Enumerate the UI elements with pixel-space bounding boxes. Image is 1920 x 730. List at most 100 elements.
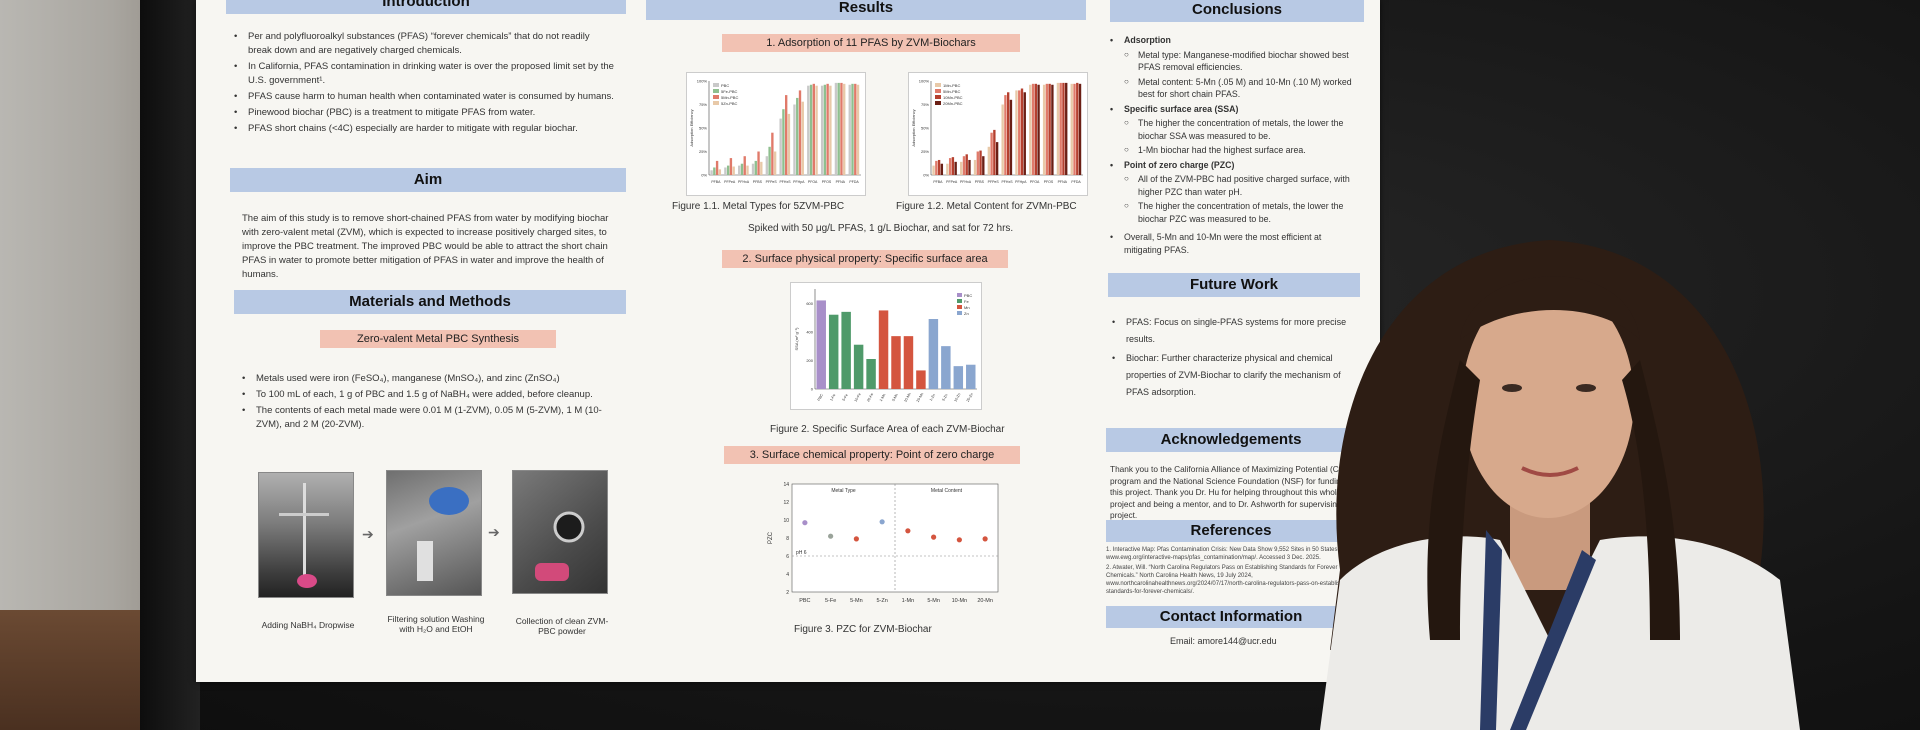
board-edge <box>140 0 200 730</box>
y-axis-label: PZC <box>768 531 774 544</box>
bar <box>973 159 977 175</box>
bar <box>1051 84 1054 175</box>
bar <box>729 158 733 175</box>
bar <box>798 90 802 175</box>
x-tick-label: 5-Mn <box>891 393 899 402</box>
bar <box>738 165 741 175</box>
y-tick-label: 0% <box>923 173 929 178</box>
arrow-right-icon: ➔ <box>488 524 500 540</box>
y-tick-label: 25% <box>699 149 707 154</box>
bar <box>840 82 843 175</box>
x-tick-label: PFDA <box>1071 180 1081 184</box>
legend-label: Fe <box>964 299 969 304</box>
wall <box>0 0 160 730</box>
photo-collection <box>512 470 608 594</box>
x-tick-label: 10-Fe <box>854 392 862 402</box>
chart-metal-content: 0% 25% 50% 75% 100% Adsorption Efficiency PFBA… <box>908 72 1088 196</box>
bar <box>809 84 813 175</box>
data-point <box>802 520 808 526</box>
data-point <box>905 528 911 534</box>
bar <box>987 146 991 175</box>
list-item: The contents of each metal made were 0.0… <box>242 404 622 432</box>
wall-baseboard <box>0 610 160 730</box>
legend-swatch <box>713 83 719 87</box>
x-tick-label: 20-Mn <box>977 598 993 604</box>
spike-conditions: Spiked with 50 μg/L PFAS, 1 g/L Biochar,… <box>748 223 1014 234</box>
x-tick-label: PFPeS <box>766 180 778 184</box>
bar <box>785 95 788 175</box>
bar <box>823 84 827 175</box>
reference-item: 1. Interactive Map: Pfas Contamination C… <box>1106 547 1340 561</box>
chart-metal-types: 0% 25% 50% 75% 100% Adsorption Efficiency PFBA… <box>686 72 866 196</box>
refs-header: References <box>1106 520 1356 542</box>
bar <box>928 319 939 389</box>
bar <box>903 336 914 389</box>
legend-label: 20Mn-PBC <box>943 101 963 106</box>
y-tick-label: 2 <box>786 590 789 596</box>
legend-label: 5Fe-PBC <box>721 89 738 94</box>
bar <box>740 163 744 175</box>
y-tick-label: 0% <box>701 173 707 178</box>
legend-swatch <box>957 293 962 297</box>
x-tick-label: PFHxS <box>1001 180 1013 184</box>
data-point <box>956 537 962 543</box>
bar <box>782 109 785 175</box>
figure-3-caption: Figure 3. PZC for ZVM-Biochar <box>794 624 932 635</box>
legend-label: Mn <box>964 305 970 310</box>
bar <box>828 314 839 389</box>
x-tick-label: 5-Mn <box>927 598 940 604</box>
results-sub1: 1. Adsorption of 11 PFAS by ZVM-Biochars <box>722 34 1020 52</box>
bar <box>935 160 938 175</box>
bar <box>948 158 952 175</box>
x-tick-label: 20-Zn <box>966 392 974 402</box>
y-tick-label: 100% <box>697 79 708 84</box>
arrow-right-icon: ➔ <box>362 526 374 542</box>
x-tick-label: PBC <box>799 598 810 604</box>
figure-1-2-caption: Figure 1.2. Metal Content for ZVMn-PBC <box>896 201 1077 212</box>
bar <box>726 165 730 175</box>
x-tick-label: PBC <box>817 393 824 402</box>
x-tick-label: PFBS <box>753 180 763 184</box>
chart-pzc: 2 4 6 8 10 12 14 PZC Metal Type Metal Content pH 6… <box>762 476 1004 614</box>
y-tick-label: 400 <box>806 329 813 334</box>
x-tick-label: PFHpA <box>1015 180 1027 184</box>
lab-stand-icon <box>279 483 329 588</box>
x-tick-label: 1-Mn <box>879 393 887 402</box>
results-header: Results <box>646 0 1086 20</box>
bar <box>1042 84 1046 175</box>
legend-swatch <box>957 311 962 315</box>
bar <box>1062 82 1065 175</box>
x-tick-label: 20-Mn <box>916 392 925 403</box>
bar <box>946 163 949 175</box>
legend-label: Zn <box>964 311 969 316</box>
x-tick-label: 20-Fe <box>866 392 874 402</box>
x-tick-label: 5-Mn <box>850 598 863 604</box>
bar <box>801 101 804 175</box>
legend-swatch <box>713 95 719 99</box>
y-axis-label: Adsorption Efficiency <box>911 109 916 146</box>
x-tick-label: PFBS <box>975 180 985 184</box>
x-tick-label: PFBA <box>933 180 943 184</box>
y-tick-label: 4 <box>786 572 789 578</box>
annotation: Metal Content <box>931 488 963 494</box>
legend-label: 5Zn-PBC <box>721 101 738 106</box>
list-item: All of the ZVM-PBC had positive charged … <box>1110 173 1360 198</box>
bar <box>1059 82 1062 175</box>
bar <box>754 160 757 175</box>
legend-label: PBC <box>721 83 729 88</box>
list-item: Specific surface area (SSA) <box>1110 103 1360 116</box>
bar <box>990 132 993 175</box>
annotation: Metal Type <box>831 488 856 494</box>
bar <box>993 129 996 175</box>
legend-label: 10Mn-PBC <box>943 95 963 100</box>
bar <box>1034 83 1037 175</box>
x-tick-label: PFPeA <box>724 180 736 184</box>
figure-2-caption: Figure 2. Specific Surface Area of each … <box>770 424 1005 435</box>
y-axis-label: Adsorption Efficiency <box>689 109 694 146</box>
list-item: Overall, 5-Mn and 10-Mn were the most ef… <box>1110 231 1360 256</box>
bar <box>940 163 944 175</box>
bar <box>941 346 951 389</box>
y-tick-label: 14 <box>783 482 789 488</box>
vial-icon <box>535 511 585 581</box>
bar <box>966 364 976 389</box>
